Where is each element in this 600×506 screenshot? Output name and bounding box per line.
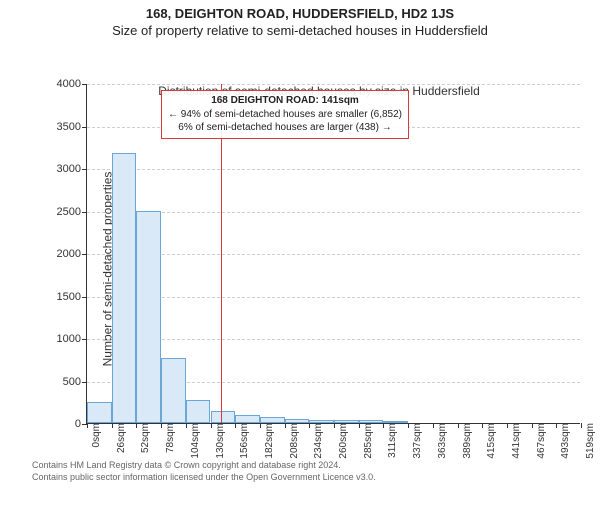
marker-info-box: 168 DEIGHTON ROAD: 141sqm← 94% of semi-d…	[161, 90, 409, 139]
gridline	[87, 84, 580, 85]
x-tick-label: 52sqm	[136, 423, 151, 453]
y-tick-mark	[82, 339, 87, 340]
y-tick-mark	[82, 254, 87, 255]
x-tick-label: 0sqm	[87, 423, 102, 447]
x-tick-label: 26sqm	[112, 423, 127, 453]
x-tick-label: 311sqm	[383, 423, 398, 458]
x-tick-label: 337sqm	[408, 423, 423, 459]
x-tick-label: 363sqm	[433, 423, 448, 459]
gridline	[87, 169, 580, 170]
x-tick-label: 104sqm	[186, 423, 201, 459]
x-tick-label: 389sqm	[458, 423, 473, 459]
histogram-bar	[87, 402, 112, 423]
x-tick-label: 415sqm	[482, 423, 497, 459]
histogram-bar	[136, 211, 161, 424]
x-tick-label: 208sqm	[285, 423, 300, 459]
marker-info-line: ← 94% of semi-detached houses are smalle…	[168, 108, 402, 122]
plot-area: 050010001500200025003000350040000sqm26sq…	[86, 84, 580, 424]
page-title-address: 168, DEIGHTON ROAD, HUDDERSFIELD, HD2 1J…	[0, 6, 600, 21]
histogram-chart: Number of semi-detached properties 05001…	[58, 84, 580, 454]
y-tick-mark	[82, 212, 87, 213]
x-tick-label: 182sqm	[260, 423, 275, 459]
x-tick-label: 441sqm	[507, 423, 522, 459]
marker-info-line: 168 DEIGHTON ROAD: 141sqm	[168, 94, 402, 108]
y-tick-mark	[82, 382, 87, 383]
x-tick-label: 260sqm	[334, 423, 349, 459]
histogram-bar	[112, 153, 137, 423]
x-tick-label: 234sqm	[309, 423, 324, 459]
footer-line-2: Contains public sector information licen…	[32, 472, 600, 484]
histogram-bar	[211, 411, 236, 423]
footer-line-1: Contains HM Land Registry data © Crown c…	[32, 460, 600, 472]
x-tick-label: 493sqm	[556, 423, 571, 459]
y-tick-mark	[82, 127, 87, 128]
x-tick-label: 130sqm	[211, 423, 226, 459]
y-tick-mark	[82, 297, 87, 298]
y-tick-mark	[82, 84, 87, 85]
histogram-bar	[161, 358, 186, 423]
x-tick-label: 156sqm	[235, 423, 250, 459]
y-tick-mark	[82, 169, 87, 170]
x-tick-label: 78sqm	[161, 423, 176, 453]
marker-info-line: 6% of semi-detached houses are larger (4…	[168, 121, 402, 135]
x-tick-label: 467sqm	[532, 423, 547, 459]
x-tick-label: 285sqm	[359, 423, 374, 459]
x-tick-label: 519sqm	[581, 423, 596, 459]
page-subtitle: Size of property relative to semi-detach…	[0, 23, 600, 38]
footer-attribution: Contains HM Land Registry data © Crown c…	[32, 460, 600, 483]
histogram-bar	[235, 415, 260, 424]
histogram-bar	[186, 400, 211, 423]
